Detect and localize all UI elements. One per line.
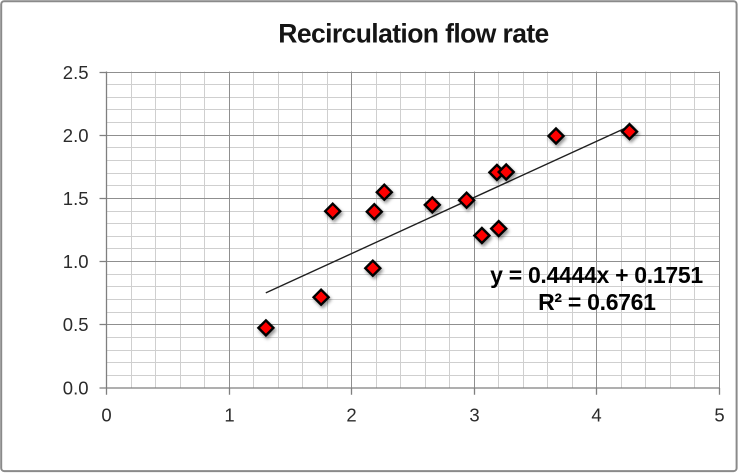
svg-text:R² = 0.6761: R² = 0.6761 <box>538 289 656 315</box>
svg-text:y = 0.4444x + 0.1751: y = 0.4444x + 0.1751 <box>490 262 703 288</box>
svg-text:5: 5 <box>714 404 724 425</box>
svg-text:2: 2 <box>346 404 356 425</box>
svg-text:1.0: 1.0 <box>63 251 89 272</box>
svg-text:Recirculation flow rate: Recirculation flow rate <box>278 19 548 49</box>
svg-text:2.0: 2.0 <box>63 125 89 146</box>
svg-text:0.0: 0.0 <box>63 378 89 399</box>
svg-text:0.5: 0.5 <box>63 314 89 335</box>
svg-text:1.5: 1.5 <box>63 188 89 209</box>
svg-text:1: 1 <box>224 404 234 425</box>
svg-text:3: 3 <box>469 404 479 425</box>
svg-text:4: 4 <box>591 404 601 425</box>
svg-text:0: 0 <box>101 404 111 425</box>
svg-text:2.5: 2.5 <box>63 62 89 83</box>
